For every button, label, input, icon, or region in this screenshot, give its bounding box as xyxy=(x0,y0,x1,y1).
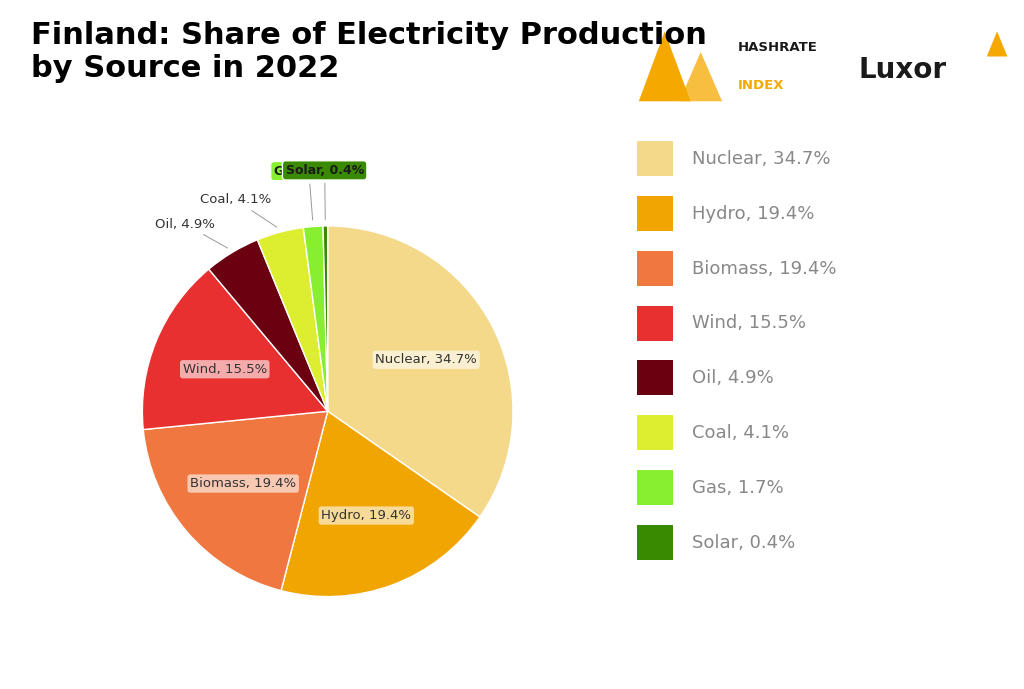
Text: Oil, 4.9%: Oil, 4.9% xyxy=(155,218,227,248)
Text: Solar, 0.4%: Solar, 0.4% xyxy=(286,164,364,220)
Polygon shape xyxy=(987,32,1008,56)
Text: Finland: Share of Electricity Production
by Source in 2022: Finland: Share of Electricity Production… xyxy=(31,21,707,83)
Wedge shape xyxy=(209,240,328,411)
FancyBboxPatch shape xyxy=(637,305,674,340)
Text: Coal, 4.1%: Coal, 4.1% xyxy=(200,194,276,227)
Wedge shape xyxy=(303,226,328,411)
FancyBboxPatch shape xyxy=(637,196,674,231)
Wedge shape xyxy=(328,226,513,517)
FancyBboxPatch shape xyxy=(637,525,674,560)
Text: Gas, 1.7%: Gas, 1.7% xyxy=(273,165,344,220)
Text: Gas, 1.7%: Gas, 1.7% xyxy=(692,479,784,497)
Text: Oil, 4.9%: Oil, 4.9% xyxy=(692,369,774,387)
Text: Biomass, 19.4%: Biomass, 19.4% xyxy=(692,260,837,278)
Text: Coal, 4.1%: Coal, 4.1% xyxy=(692,424,790,442)
Text: Wind, 15.5%: Wind, 15.5% xyxy=(182,362,267,376)
Text: INDEX: INDEX xyxy=(738,79,784,92)
FancyBboxPatch shape xyxy=(637,415,674,451)
Polygon shape xyxy=(639,32,690,101)
Polygon shape xyxy=(679,52,722,101)
Wedge shape xyxy=(257,227,328,411)
Wedge shape xyxy=(143,411,328,590)
Wedge shape xyxy=(281,411,480,597)
Text: HASHRATE: HASHRATE xyxy=(738,41,818,54)
Text: Nuclear, 34.7%: Nuclear, 34.7% xyxy=(692,150,830,168)
Text: Solar, 0.4%: Solar, 0.4% xyxy=(692,533,796,552)
Text: Luxor: Luxor xyxy=(858,56,946,84)
Text: Hydro, 19.4%: Hydro, 19.4% xyxy=(692,205,815,223)
Text: Wind, 15.5%: Wind, 15.5% xyxy=(692,314,806,332)
Wedge shape xyxy=(142,269,328,429)
Text: Nuclear, 34.7%: Nuclear, 34.7% xyxy=(376,353,477,367)
FancyBboxPatch shape xyxy=(637,141,674,176)
Text: Biomass, 19.4%: Biomass, 19.4% xyxy=(190,477,296,490)
Wedge shape xyxy=(323,226,328,411)
FancyBboxPatch shape xyxy=(637,360,674,395)
FancyBboxPatch shape xyxy=(637,251,674,286)
Text: Hydro, 19.4%: Hydro, 19.4% xyxy=(322,509,412,522)
FancyBboxPatch shape xyxy=(637,470,674,505)
